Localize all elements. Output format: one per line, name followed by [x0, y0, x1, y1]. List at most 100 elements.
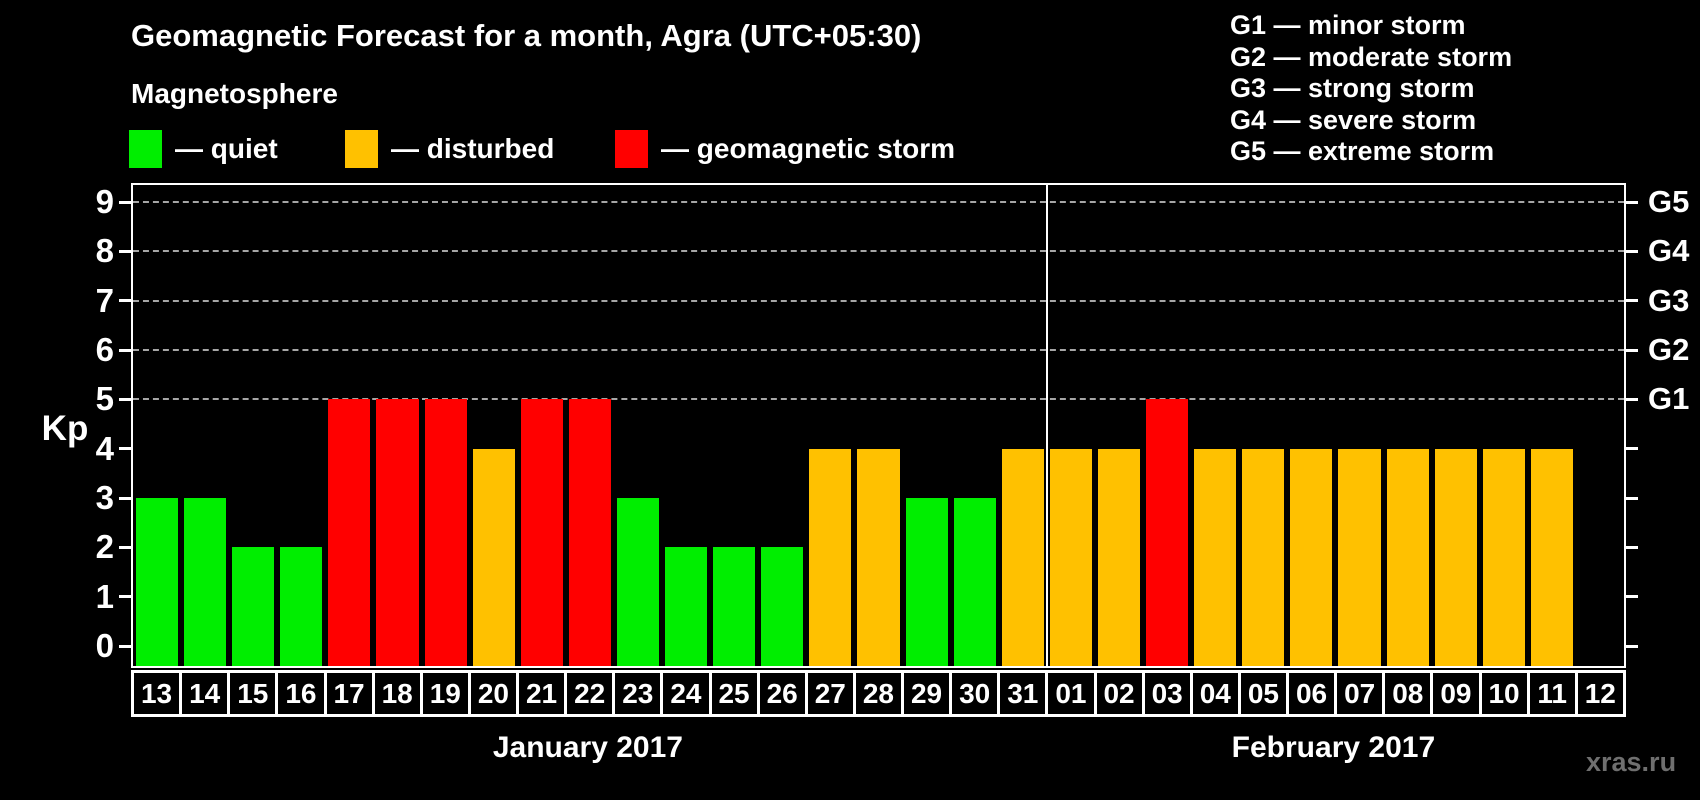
g-scale-legend-line: G1 — minor storm	[1230, 10, 1466, 40]
y-tick-mark-left	[119, 299, 131, 303]
y-tick-mark-left	[119, 200, 131, 204]
kp-bar-day-15	[232, 547, 275, 666]
day-cell-21: 21	[516, 670, 568, 717]
kp-bar-day-22	[568, 399, 611, 666]
kp-bar-day-25	[713, 547, 756, 666]
kp-bar-day-31	[1001, 448, 1044, 666]
y-tick-mark-right	[1626, 447, 1638, 451]
y-tick-mark-left	[119, 496, 131, 500]
y-tick-mark-right	[1626, 249, 1638, 253]
day-cell-30: 30	[949, 670, 1001, 717]
day-cell-07: 07	[1334, 670, 1386, 717]
day-cell-02: 02	[1093, 670, 1145, 717]
kp-bar-day-17	[328, 399, 371, 666]
kp-bar-day-10	[1482, 448, 1525, 666]
gridline-kp-5	[133, 398, 1624, 401]
kp-bar-day-04	[1194, 448, 1237, 666]
y-tick-mark-right	[1626, 200, 1638, 204]
day-cell-06: 06	[1286, 670, 1338, 717]
y-tick-mark-left	[119, 595, 131, 599]
kp-bar-day-13	[136, 498, 179, 666]
g-axis-label-G3: G3	[1648, 282, 1690, 318]
day-cell-05: 05	[1237, 670, 1289, 717]
gridline-kp-8	[133, 250, 1624, 253]
y-tick-label-8: 8	[95, 232, 114, 270]
y-tick-mark-right	[1626, 397, 1638, 401]
day-cell-14: 14	[179, 670, 231, 717]
kp-bar-day-23	[616, 498, 660, 666]
xras-watermark: xras.ru	[1586, 747, 1677, 777]
disturbed-color-swatch-icon	[345, 130, 378, 168]
day-axis-row: 13 14 15 16 17 18 19 20 21 22 23 24 25 26 27 28 29 30 31 01…	[131, 670, 1626, 717]
kp-bar-day-26	[761, 547, 804, 666]
kp-bar-day-16	[280, 547, 323, 666]
kp-bar-day-24	[665, 547, 708, 666]
y-tick-label-1: 1	[95, 577, 114, 615]
y-tick-label-4: 4	[95, 429, 114, 467]
day-cell-27: 27	[804, 670, 856, 717]
y-tick-label-7: 7	[95, 281, 114, 319]
day-cell-23: 23	[612, 670, 664, 717]
magnetosphere-legend-title: Magnetosphere	[131, 78, 338, 109]
day-cell-22: 22	[564, 670, 616, 717]
y-tick-label-6: 6	[95, 331, 114, 368]
day-cell-31: 31	[997, 670, 1049, 717]
g-scale-legend-line: G3 — strong storm	[1230, 73, 1475, 103]
y-tick-mark-left	[119, 348, 131, 352]
day-cell-03: 03	[1141, 670, 1193, 717]
y-tick-mark-left	[119, 644, 131, 648]
y-tick-mark-right	[1626, 545, 1638, 549]
quiet-color-swatch-icon	[129, 130, 162, 168]
day-cell-01: 01	[1045, 670, 1097, 717]
kp-bar-day-09	[1434, 448, 1477, 666]
y-tick-label-9: 9	[95, 183, 114, 220]
y-tick-label-0: 0	[95, 627, 114, 664]
g-scale-legend-line: G2 — moderate storm	[1230, 41, 1513, 72]
g-axis-label-G5: G5	[1648, 184, 1690, 219]
month-separator-line	[1045, 185, 1048, 666]
kp-bar-day-02	[1097, 448, 1141, 666]
page-title: Geomagnetic Forecast for a month, Agra (…	[131, 18, 922, 53]
kp-bar-day-27	[809, 448, 852, 666]
y-tick-label-2: 2	[95, 528, 114, 566]
y-tick-mark-right	[1626, 496, 1638, 500]
day-cell-04: 04	[1189, 670, 1241, 717]
y-tick-mark-left	[119, 397, 131, 401]
day-cell-17: 17	[323, 670, 375, 717]
kp-bar-day-20	[472, 448, 515, 666]
y-tick-mark-left	[119, 447, 131, 451]
day-cell-15: 15	[227, 670, 279, 717]
day-cell-20: 20	[467, 670, 519, 717]
month-label: January 2017	[492, 731, 683, 764]
g-scale-legend: G1 — minor storm G2 — moderate storm G3 — …	[1230, 10, 1512, 168]
legend-item-storm: — geomagnetic storm	[615, 129, 955, 169]
y-tick-mark-left	[119, 545, 131, 549]
legend-item-label: — geomagnetic storm	[661, 133, 956, 164]
legend-item-disturbed: — disturbed	[345, 129, 554, 169]
day-cell-16: 16	[275, 670, 327, 717]
legend-item-label: — quiet	[175, 133, 278, 164]
kp-bar-day-14	[184, 498, 227, 666]
legend-item-quiet: — quiet	[129, 129, 278, 169]
y-axis-title: Kp	[41, 409, 89, 448]
y-tick-mark-right	[1626, 348, 1638, 352]
day-cell-24: 24	[660, 670, 712, 717]
y-tick-mark-left	[119, 249, 131, 253]
kp-bar-day-08	[1386, 448, 1429, 666]
day-cell-18: 18	[371, 670, 423, 717]
g-axis-label-G1: G1	[1648, 381, 1690, 417]
gridline-kp-7	[133, 299, 1624, 302]
kp-bar-day-01	[1049, 448, 1092, 666]
legend-item-label: — disturbed	[391, 133, 555, 164]
kp-bar-day-11	[1530, 448, 1573, 666]
y-tick-mark-right	[1626, 595, 1638, 599]
day-cell-09: 09	[1430, 670, 1482, 717]
g-scale-legend-line: G5 — extreme storm	[1230, 136, 1495, 166]
day-cell-12: 12	[1574, 670, 1626, 717]
kp-bar-day-28	[857, 448, 900, 666]
g-axis-label-G4: G4	[1648, 233, 1690, 269]
gridline-kp-9	[133, 201, 1624, 203]
kp-bar-day-30	[953, 498, 996, 666]
y-tick-mark-right	[1626, 644, 1638, 648]
day-cell-08: 08	[1382, 670, 1434, 717]
